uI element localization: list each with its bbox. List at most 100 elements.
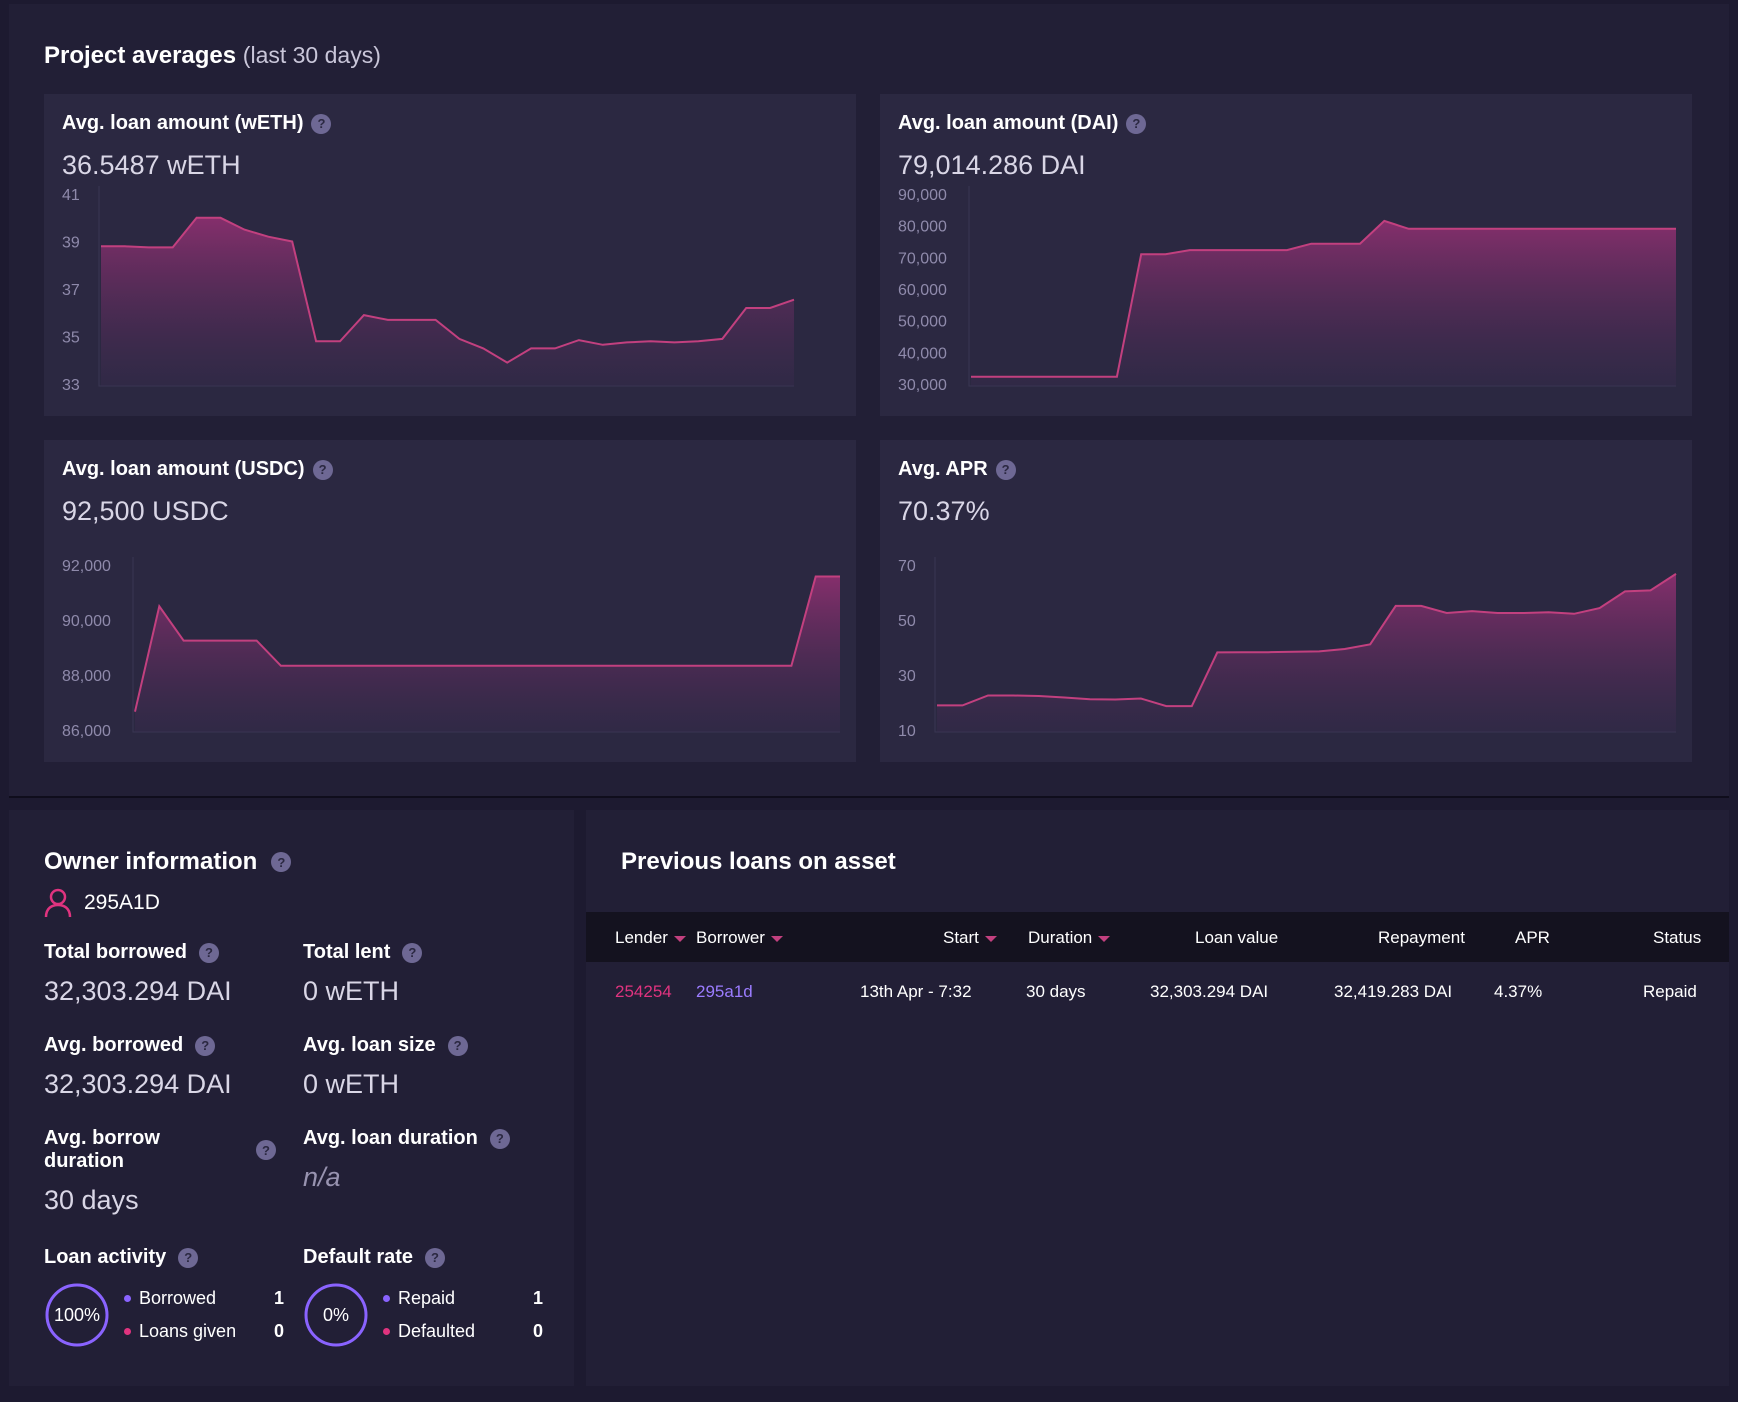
avg-loan-weth-chart: 41 39 37 35 33 — [62, 186, 795, 394]
column-repayment: Repayment — [1378, 928, 1465, 947]
owner-information-title: Owner information ? — [44, 848, 292, 876]
help-icon[interactable]: ? — [256, 1140, 276, 1160]
stat-label-text: Total borrowed — [44, 941, 187, 963]
avg-loan-duration-label: Avg. loan duration ? — [303, 1127, 543, 1150]
avg-loan-duration-value: n/a — [303, 1162, 341, 1192]
series-line — [101, 216, 795, 364]
owner-id[interactable]: 295A1D — [44, 888, 160, 918]
avg-loan-dai-title: Avg. loan amount (DAI) ? — [898, 112, 1147, 135]
help-icon[interactable]: ? — [425, 1247, 446, 1268]
default-rate-label: Default rate ? — [303, 1246, 543, 1269]
default-rate-breakdown: 0% Repaid 1 Defaulted 0 — [303, 1282, 543, 1348]
total-lent-value: 0 wETH — [303, 976, 400, 1006]
help-icon[interactable]: ? — [178, 1247, 199, 1268]
y-tick-label: 33 — [62, 377, 80, 394]
legend-label: Repaid — [398, 1288, 456, 1308]
legend-count: 1 — [532, 1288, 543, 1308]
lender-link[interactable]: 254254 — [615, 982, 672, 1001]
y-tick-label: 60,000 — [898, 282, 947, 299]
sort-caret-icon — [673, 936, 686, 942]
help-icon[interactable]: ? — [447, 1035, 468, 1056]
column-borrower[interactable]: Borrower — [696, 928, 783, 948]
sort-caret-icon — [984, 936, 997, 942]
avg-loan-size-label: Avg. loan size ? — [303, 1034, 543, 1057]
help-icon[interactable]: ? — [995, 459, 1016, 480]
user-icon — [44, 888, 72, 918]
y-tick-label: 41 — [62, 187, 80, 204]
loan-value: 32,303.294 DAI — [1150, 982, 1269, 1001]
loan-start: 13th Apr - 7:32 — [860, 982, 972, 1001]
avg-loan-weth-card: Avg. loan amount (wETH) ? 36.5487 wETH 4… — [44, 94, 856, 416]
help-icon[interactable]: ? — [1126, 113, 1147, 134]
borrower-link[interactable]: 295a1d — [696, 982, 753, 1001]
y-tick-label: 10 — [898, 723, 916, 740]
y-tick-label: 86,000 — [62, 723, 111, 740]
default-rate-legend: Repaid 1 Defaulted 0 — [383, 1282, 543, 1348]
legend-label: Defaulted — [398, 1321, 476, 1341]
loan-activity-label: Loan activity ? — [44, 1246, 284, 1269]
help-icon[interactable]: ? — [271, 852, 292, 872]
previous-loans-panel: Previous loans on asset Lender Borrower … — [586, 810, 1729, 1386]
avg-loan-weth-value: 36.5487 wETH — [62, 150, 241, 180]
loan-activity-donut: 100% — [45, 1283, 109, 1347]
column-start[interactable]: Start — [943, 928, 997, 948]
column-lender[interactable]: Lender — [615, 928, 686, 948]
loan-apr: 4.37% — [1494, 982, 1543, 1001]
help-icon[interactable]: ? — [312, 459, 333, 480]
y-tick-label: 37 — [62, 282, 80, 299]
y-tick-label: 80,000 — [898, 219, 947, 236]
owner-information-panel: Owner information ? 295A1D Total borrowe… — [9, 810, 574, 1386]
avg-loan-usdc-title: Avg. loan amount (USDC) ? — [62, 458, 333, 481]
legend-dot — [124, 1295, 131, 1302]
avg-borrow-duration-value: 30 days — [44, 1185, 139, 1215]
help-icon[interactable]: ? — [489, 1128, 510, 1149]
column-duration[interactable]: Duration — [1028, 928, 1111, 948]
help-icon[interactable]: ? — [311, 113, 332, 134]
avg-apr-card: Avg. APR ? 70.37% 70 50 30 10 — [880, 440, 1692, 762]
previous-loans-title: Previous loans on asset — [621, 848, 896, 875]
stat-label-text: Total lent — [303, 941, 391, 963]
avg-borrow-duration-label: Avg. borrow duration ? — [44, 1127, 284, 1173]
total-borrowed-label: Total borrowed ? — [44, 941, 284, 964]
y-tick-label: 70,000 — [898, 250, 947, 267]
help-icon[interactable]: ? — [198, 942, 219, 963]
total-lent-label: Total lent ? — [303, 941, 543, 964]
legend-label: Loans given — [139, 1321, 237, 1341]
owner-information-heading: Owner information — [44, 848, 258, 875]
y-tick-label: 90,000 — [62, 613, 111, 630]
avg-loan-usdc-chart: 92,000 90,000 88,000 86,000 — [62, 557, 840, 740]
loan-status: Repaid — [1643, 982, 1697, 1001]
stat-label-text: Loan activity — [44, 1246, 167, 1268]
avg-borrowed-value: 32,303.294 DAI — [44, 1069, 232, 1099]
y-tick-label: 88,000 — [62, 668, 111, 685]
avg-loan-size-value: 0 wETH — [303, 1069, 400, 1099]
y-tick-label: 30,000 — [898, 377, 947, 394]
y-tick-label: 30 — [898, 668, 916, 685]
loan-activity-breakdown: 100% Borrowed 1 Loans given 0 — [44, 1282, 284, 1348]
column-label: Start — [943, 928, 979, 947]
avg-loan-dai-label: Avg. loan amount (DAI) — [898, 112, 1119, 134]
help-icon[interactable]: ? — [402, 942, 423, 963]
legend-item-defaulted: Defaulted 0 — [383, 1315, 543, 1348]
series-area — [135, 576, 840, 732]
legend-count: 0 — [273, 1321, 284, 1341]
avg-apr-title: Avg. APR ? — [898, 458, 1016, 481]
donut-track — [304, 1283, 368, 1347]
avg-loan-weth-label: Avg. loan amount (wETH) — [62, 112, 304, 134]
help-icon[interactable]: ? — [195, 1035, 216, 1056]
avg-loan-dai-card: Avg. loan amount (DAI) ? 79,014.286 DAI … — [880, 94, 1692, 416]
loan-activity-percent: 100% — [54, 1305, 100, 1325]
avg-apr-label: Avg. APR — [898, 458, 988, 480]
legend-item-loans-given: Loans given 0 — [124, 1315, 284, 1348]
stat-label-text: Avg. loan size — [303, 1034, 436, 1056]
column-status: Status — [1653, 928, 1702, 947]
column-label: Borrower — [696, 928, 765, 947]
avg-loan-weth-title: Avg. loan amount (wETH) ? — [62, 112, 332, 135]
project-averages-heading: Project averages — [44, 42, 237, 69]
column-apr: APR — [1515, 928, 1550, 947]
column-label: Lender — [615, 928, 668, 947]
stat-label-text: Default rate — [303, 1246, 414, 1268]
stat-label-text: Avg. borrowed — [44, 1034, 184, 1056]
donut-ring — [45, 1283, 109, 1347]
y-tick-label: 40,000 — [898, 345, 947, 362]
